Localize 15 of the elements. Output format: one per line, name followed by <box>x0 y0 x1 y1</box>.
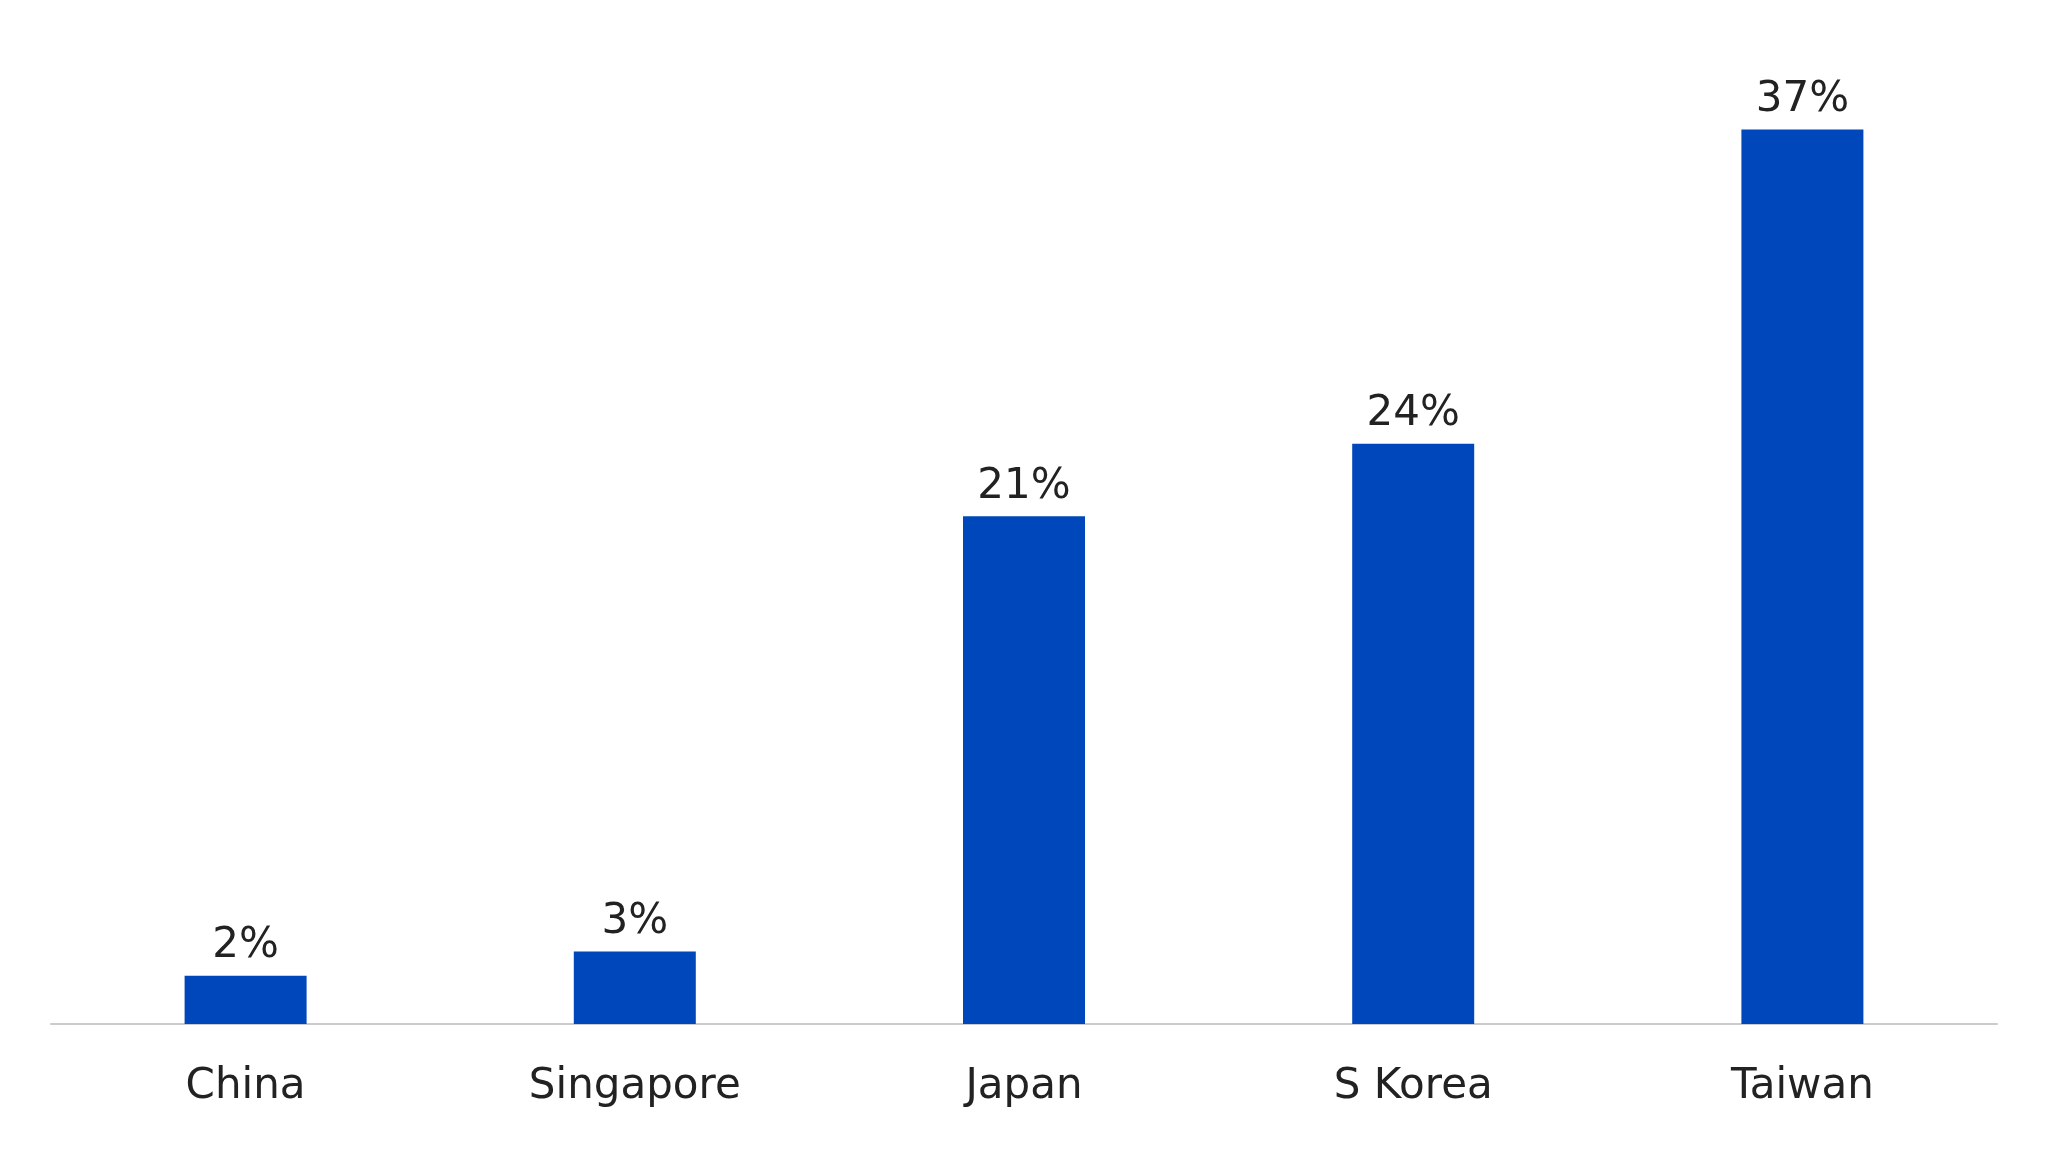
x-tick-label: Singapore <box>528 1058 741 1108</box>
x-tick-label: Japan <box>962 1058 1083 1108</box>
x-tick-label: S Korea <box>1333 1058 1493 1108</box>
data-label: 3% <box>601 893 669 943</box>
data-label: 2% <box>212 918 279 968</box>
bar <box>573 951 696 1024</box>
bar <box>1741 129 1864 1024</box>
data-label: 24% <box>1366 386 1460 436</box>
x-tick-label: Taiwan <box>1729 1058 1874 1108</box>
data-label: 37% <box>1755 72 1850 122</box>
x-tick-label: China <box>185 1058 306 1108</box>
bar <box>1352 443 1475 1024</box>
bar <box>184 975 307 1024</box>
bar <box>963 516 1085 1024</box>
data-label: 21% <box>977 458 1071 508</box>
